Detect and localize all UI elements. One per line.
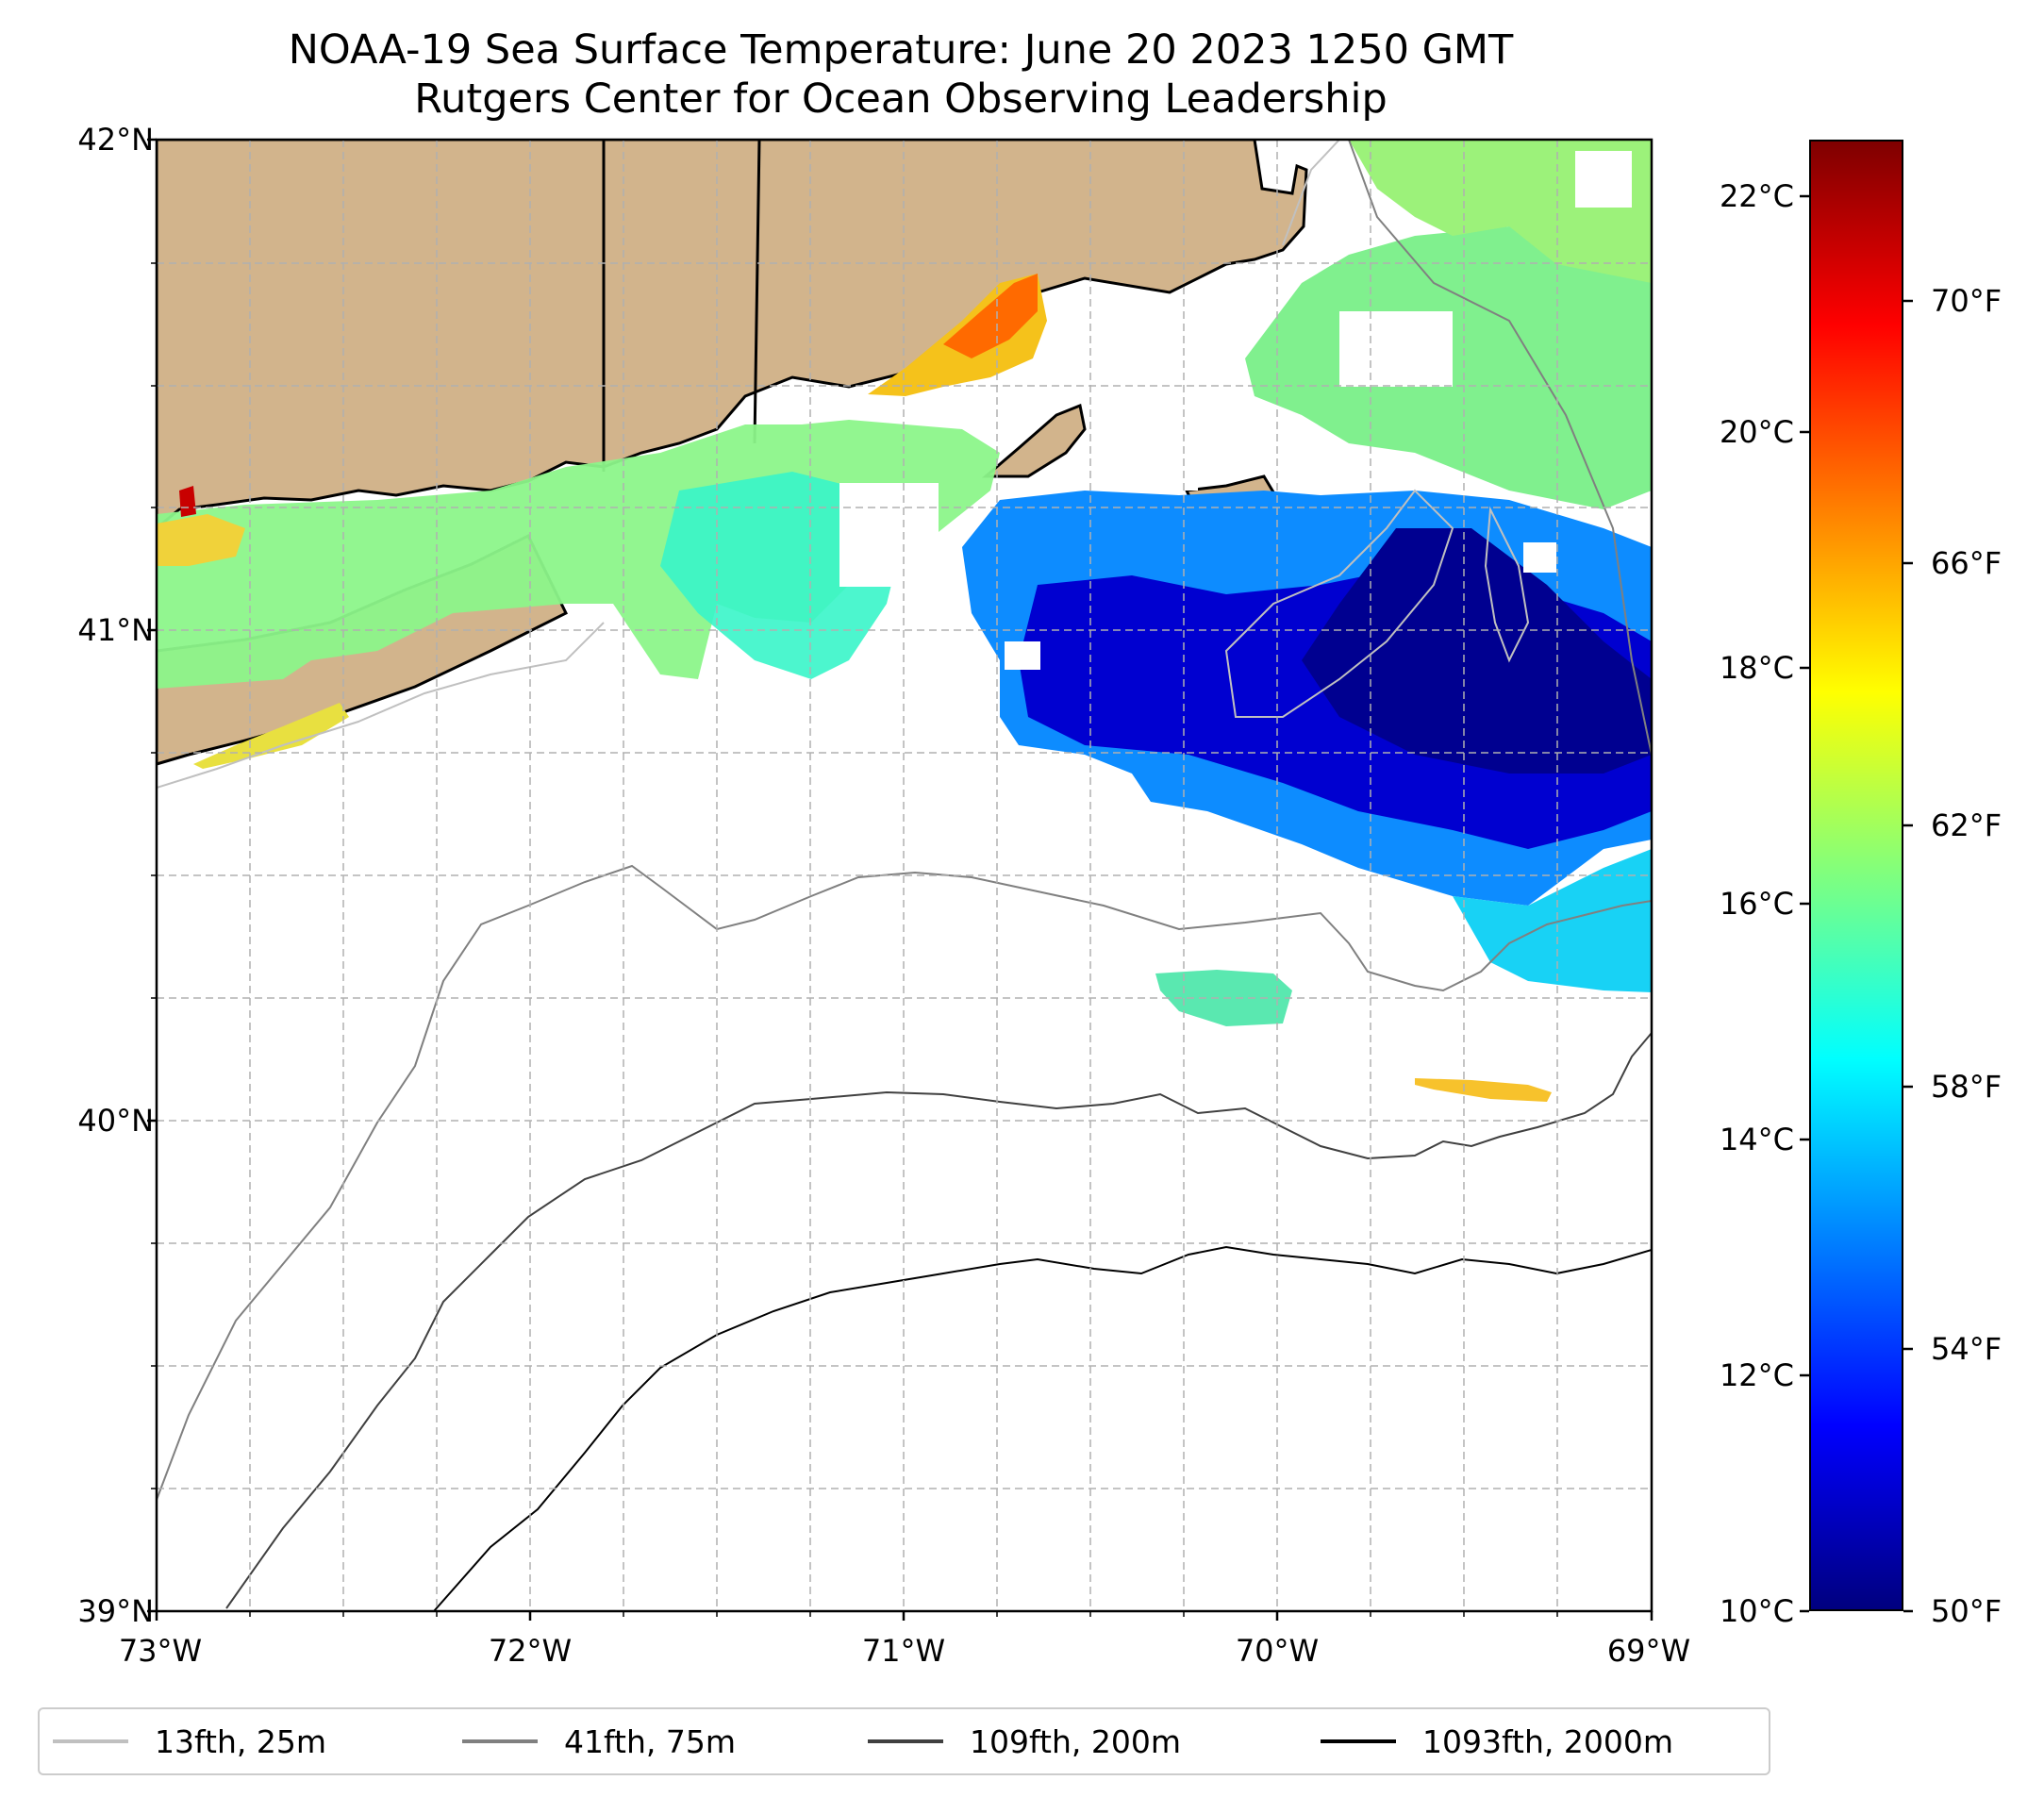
lon-tick-label: 72°W [488,1633,573,1669]
state-border [753,140,761,444]
colorbar-fahrenheit-label: 62°F [1931,807,2002,843]
lat-tick-label: 41°N [77,612,154,648]
colorbar [1809,140,1903,1611]
contour-25m [1282,140,1340,246]
contour-2000m [433,1245,1652,1611]
legend: 13fth, 25m 41fth, 75m 109fth, 200m 1093f… [38,1707,1770,1775]
lon-tick-label: 71°W [861,1633,946,1669]
cloud-gap [1005,641,1040,670]
chart-subtitle: Rutgers Center for Ocean Observing Leade… [414,75,1388,123]
land-southern-new-england [157,140,1308,530]
sst-patch-li-warm [157,514,245,566]
cloud-gap [839,483,939,587]
map-content [157,140,1652,1611]
colorbar-fahrenheit-label: 54°F [1931,1331,2002,1367]
legend-item: 109fth, 200m [868,1709,1181,1773]
legend-swatch-25m [53,1739,128,1743]
colorbar-ticks [1800,194,1913,1613]
colorbar-celsius-label: 18°C [1719,650,1794,686]
contour-25m [1484,506,1530,663]
colorbar-celsius-label: 14°C [1719,1122,1794,1157]
sst-patch-deep-cold [1302,528,1652,774]
chart-title: NOAA-19 Sea Surface Temperature: June 20… [288,26,1514,74]
cloud-gap [1113,424,1198,491]
legend-item: 13fth, 25m [53,1709,326,1773]
cloud-gap [1575,151,1632,208]
contour-200m [225,1032,1652,1609]
legend-label: 41fth, 75m [564,1722,736,1760]
lat-tick-label: 40°N [77,1103,154,1139]
colorbar-celsius-label: 22°C [1719,178,1794,214]
map-minor-ticks [151,262,1558,1617]
colorbar-fahrenheit-label: 66°F [1931,545,2002,581]
legend-item: 41fth, 75m [462,1709,736,1773]
land-martha-vineyard [981,403,1087,478]
contour-75m [1348,140,1652,756]
lat-tick-label: 42°N [77,122,154,158]
colorbar-fahrenheit-label: 50°F [1931,1593,2002,1629]
colorbar-celsius-label: 10°C [1719,1593,1794,1629]
gridlines [157,140,1652,1611]
lat-tick-label: 39°N [77,1593,154,1629]
legend-item: 1093fth, 2000m [1321,1709,1673,1773]
legend-swatch-75m [462,1739,538,1743]
legend-swatch-200m [868,1739,943,1743]
map-ticks [147,138,1653,1621]
contour-25m [1224,489,1454,718]
legend-label: 1093fth, 2000m [1422,1722,1673,1760]
cloud-gap [1523,542,1556,573]
contour-25m [157,622,605,789]
colorbar-celsius-label: 12°C [1719,1357,1794,1393]
sst-patch-bay-hot [943,274,1038,358]
legend-label: 109fth, 200m [970,1722,1181,1760]
legend-label: 13fth, 25m [155,1722,326,1760]
legend-swatch-2000m [1321,1739,1396,1743]
lon-tick-label: 70°W [1235,1633,1320,1669]
colorbar-celsius-label: 16°C [1719,886,1794,922]
sst-patch-li-hot [179,486,196,517]
colorbar-fahrenheit-label: 58°F [1931,1069,2002,1105]
sst-patch-southeast [1453,849,1652,992]
sst-patch-warm-streak [1415,1078,1552,1102]
cloud-gap [1339,311,1453,387]
sst-field [157,140,1652,1102]
lon-tick-label: 69°W [1606,1633,1691,1669]
colorbar-fahrenheit-label: 70°F [1931,283,2002,319]
lon-tick-label: 73°W [118,1633,203,1669]
colorbar-celsius-label: 20°C [1719,414,1794,450]
